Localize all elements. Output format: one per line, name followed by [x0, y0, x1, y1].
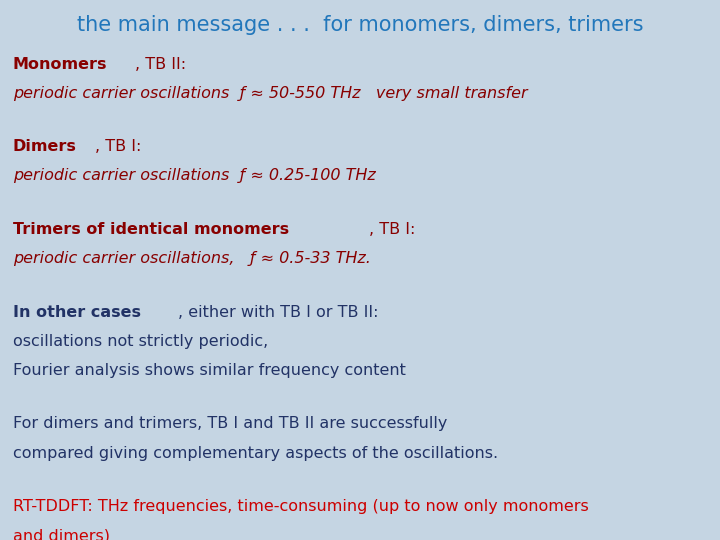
- Text: Monomers: Monomers: [13, 57, 107, 72]
- Text: periodic carrier oscillations,   ƒ ≈ 0.5-33 THz.: periodic carrier oscillations, ƒ ≈ 0.5-3…: [13, 251, 371, 266]
- Text: oscillations not strictly periodic,: oscillations not strictly periodic,: [13, 334, 269, 349]
- Text: , TB I:: , TB I:: [95, 139, 142, 154]
- Text: , either with TB I or TB II:: , either with TB I or TB II:: [178, 305, 379, 320]
- Text: , TB II:: , TB II:: [135, 57, 186, 72]
- Text: In other cases: In other cases: [13, 305, 141, 320]
- Text: periodic carrier oscillations  ƒ ≈ 0.25-100 THz: periodic carrier oscillations ƒ ≈ 0.25-1…: [13, 168, 376, 184]
- Text: For dimers and trimers, TB I and TB II are successfully: For dimers and trimers, TB I and TB II a…: [13, 416, 447, 431]
- Text: Dimers: Dimers: [13, 139, 77, 154]
- Text: compared giving complementary aspects of the oscillations.: compared giving complementary aspects of…: [13, 446, 498, 461]
- Text: the main message . . .  for monomers, dimers, trimers: the main message . . . for monomers, dim…: [77, 15, 643, 35]
- Text: , TB I:: , TB I:: [369, 222, 415, 237]
- Text: and dimers): and dimers): [13, 528, 110, 540]
- Text: Fourier analysis shows similar frequency content: Fourier analysis shows similar frequency…: [13, 363, 406, 378]
- Text: periodic carrier oscillations  ƒ ≈ 50-550 THz   very small transfer: periodic carrier oscillations ƒ ≈ 50-550…: [13, 86, 528, 101]
- Text: RT-TDDFT: THz frequencies, time-consuming (up to now only monomers: RT-TDDFT: THz frequencies, time-consumin…: [13, 499, 589, 514]
- Text: Trimers of identical monomers: Trimers of identical monomers: [13, 222, 289, 237]
